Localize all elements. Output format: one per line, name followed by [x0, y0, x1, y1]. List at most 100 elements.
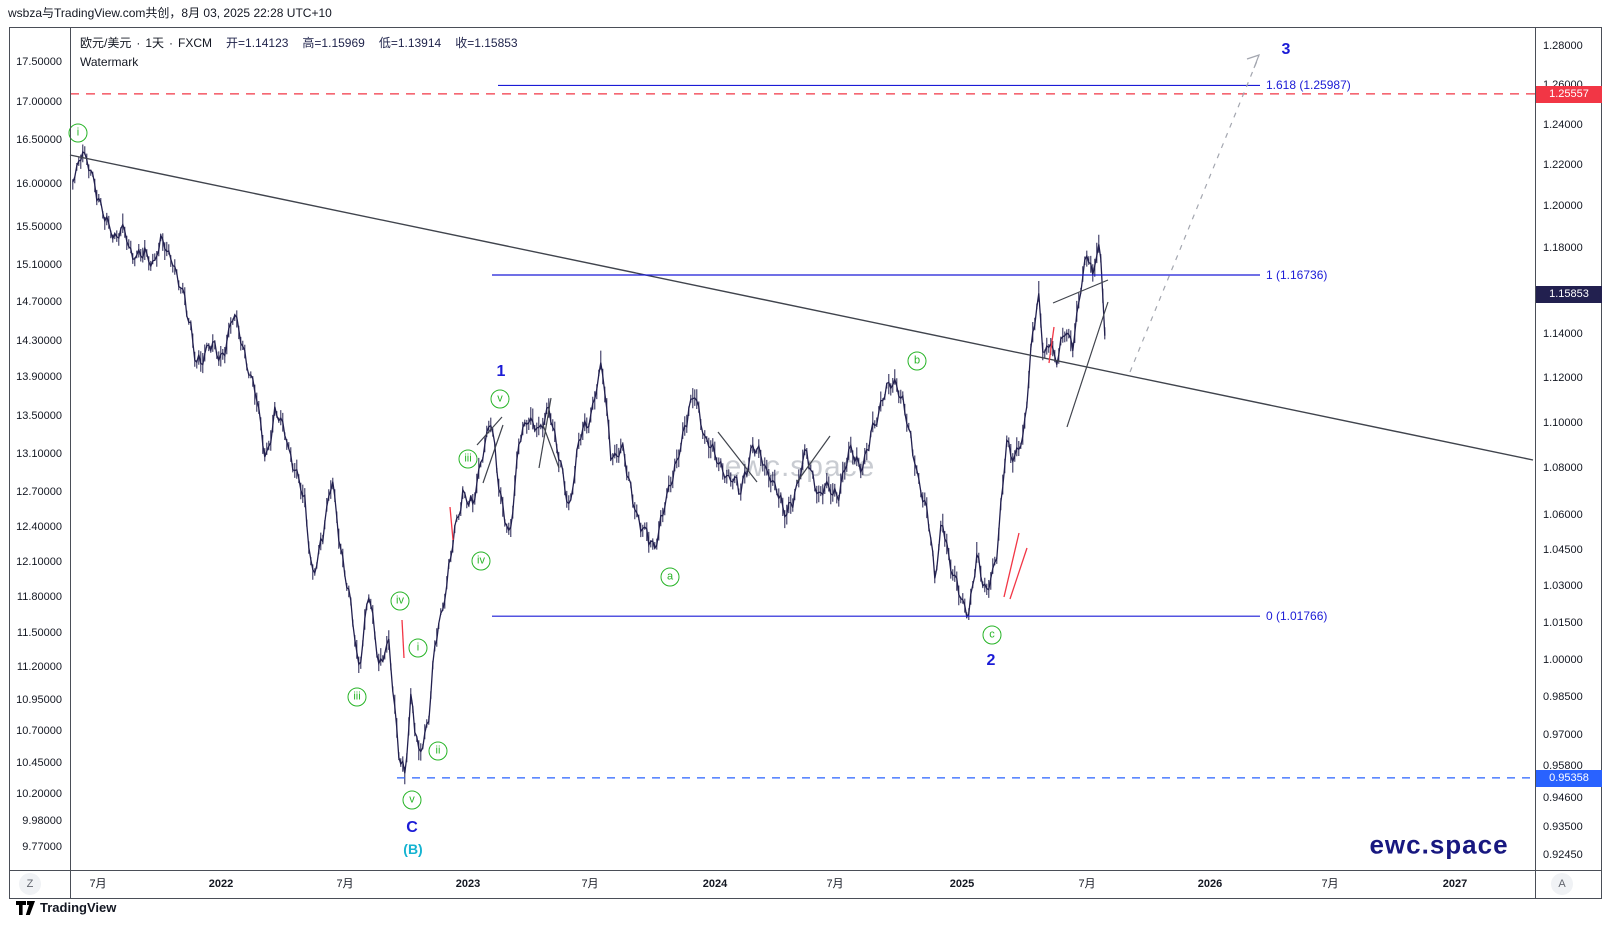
price-badge: 0.95358 — [1536, 769, 1602, 787]
descending-trendline[interactable] — [69, 154, 1534, 461]
frame-line-bottom — [9, 898, 1602, 899]
wave-label-green[interactable]: v — [402, 790, 422, 810]
left-axis-tick: 13.10000 — [16, 448, 62, 460]
time-axis-tick: 2025 — [949, 878, 975, 890]
left-axis-tick: 10.45000 — [16, 757, 62, 769]
watermark-label: Watermark — [80, 55, 139, 69]
time-axis-tick: 7月 — [1321, 878, 1339, 890]
right-axis-tick: 0.97000 — [1543, 729, 1583, 742]
fib-level-label[interactable]: 0 (1.01766) — [1266, 609, 1328, 624]
pattern-line[interactable] — [482, 424, 504, 484]
time-axis[interactable]: 7月 2022 7月 2023 7月 2024 7月 2025 7月 2026 7月 2027 — [0, 871, 1603, 898]
right-axis-tick: 1.01500 — [1543, 616, 1583, 629]
right-axis-tick: 1.20000 — [1543, 200, 1583, 213]
attribution-text: wsbza与TradingView.com共创，8月 03, 2025 22:2… — [8, 6, 332, 20]
time-axis-tick: 7月 — [1078, 878, 1096, 890]
right-axis-tick: 1.08000 — [1543, 462, 1583, 475]
time-axis-tick: 7月 — [336, 878, 354, 890]
time-axis-tick: 2027 — [1442, 878, 1468, 890]
pattern-line-red[interactable] — [401, 619, 405, 659]
left-axis-tick: 14.30000 — [16, 335, 62, 347]
left-axis-tick: 13.90000 — [16, 371, 62, 383]
wave-label-blue[interactable]: C — [406, 819, 418, 836]
right-price-axis[interactable]: 1.280001.260001.240001.220001.200001.180… — [1536, 27, 1603, 870]
left-axis-tick: 17.00000 — [16, 96, 62, 108]
attribution-bar: wsbza与TradingView.com共创，8月 03, 2025 22:2… — [8, 4, 332, 21]
high-value: 高=1.15969 — [302, 36, 365, 50]
pattern-line-red[interactable] — [1048, 326, 1055, 364]
left-axis-tick: 15.10000 — [16, 259, 62, 271]
exchange-name: FXCM — [178, 36, 213, 50]
wave-label-blue[interactable]: 3 — [1281, 41, 1291, 58]
wave-label-green[interactable]: b — [907, 351, 927, 371]
left-axis-tick: 15.50000 — [16, 221, 62, 233]
left-axis-tick: 11.80000 — [16, 591, 62, 603]
right-axis-tick: 1.00000 — [1543, 653, 1583, 666]
left-axis-tick: 10.20000 — [16, 788, 62, 800]
tradingview-wordmark: TradingView — [40, 900, 117, 915]
fib-level-label[interactable]: 1.618 (1.25987) — [1266, 78, 1351, 93]
left-axis-tick: 13.50000 — [16, 410, 62, 422]
left-axis-tick: 12.40000 — [16, 521, 62, 533]
wave-label-green[interactable]: iv — [471, 551, 491, 571]
left-price-axis[interactable]: 17.50000 17.00000 16.50000 16.00000 15.50000… — [0, 27, 70, 870]
tradingview-logo[interactable]: TradingView — [16, 900, 116, 915]
pattern-line-red[interactable] — [1003, 532, 1020, 598]
projection-arrow[interactable] — [1129, 55, 1260, 373]
frame-line-right — [1601, 27, 1602, 899]
time-axis-tick: 7月 — [89, 878, 107, 890]
wave-label-green[interactable]: iii — [347, 687, 367, 707]
wave-label-green[interactable]: c — [982, 625, 1002, 645]
time-axis-tick: 2022 — [208, 878, 234, 890]
wave-label-green[interactable]: iv — [390, 591, 410, 611]
pattern-line[interactable] — [1052, 279, 1109, 304]
timezone-button[interactable]: Z — [19, 873, 41, 895]
right-axis-tick: 0.95800 — [1543, 760, 1583, 773]
right-axis-tick: 0.93500 — [1543, 820, 1583, 833]
fib-level-label[interactable]: 1 (1.16736) — [1266, 268, 1328, 282]
auto-scale-button[interactable]: A — [1551, 873, 1573, 895]
wave-label-green[interactable]: i — [408, 638, 428, 658]
right-axis-tick: 1.28000 — [1543, 40, 1583, 52]
pattern-line[interactable] — [476, 416, 503, 446]
close-value: 收=1.15853 — [455, 36, 518, 50]
pattern-line[interactable] — [538, 397, 552, 469]
right-axis-separator — [1535, 27, 1536, 899]
right-axis-tick: 1.18000 — [1543, 242, 1583, 255]
frame-line-plot-bottom — [9, 870, 1602, 871]
wave-label-green[interactable]: v — [490, 389, 510, 409]
pattern-line-red[interactable] — [1009, 547, 1028, 600]
right-axis-tick: 1.14000 — [1543, 327, 1583, 340]
wave-label-blue[interactable]: 2 — [986, 652, 996, 669]
symbol-legend[interactable]: 欧元/美元 · 1天 · FXCM 开=1.14123 高=1.15969 低=1.13914… — [80, 34, 518, 69]
wave-label-green[interactable]: ii — [428, 741, 448, 761]
left-axis-tick: 12.70000 — [16, 486, 62, 498]
left-axis-tick: 9.77000 — [22, 841, 62, 853]
right-axis-tick: 1.22000 — [1543, 159, 1583, 172]
ewc-space-watermark: ewc.space — [1369, 829, 1509, 860]
pattern-line-red[interactable] — [449, 506, 454, 541]
wave-label-green[interactable]: i — [68, 123, 88, 143]
right-axis-tick: 0.94600 — [1543, 791, 1583, 804]
wave-label-blue[interactable]: 1 — [496, 363, 506, 380]
pattern-line[interactable] — [717, 431, 758, 483]
projection-arrowhead — [1246, 54, 1261, 69]
pattern-line[interactable] — [796, 435, 831, 483]
left-axis-tick: 12.10000 — [16, 556, 62, 568]
time-axis-tick: 2023 — [455, 878, 481, 890]
left-axis-tick: 10.95000 — [16, 694, 62, 706]
wave-label-green[interactable]: iii — [458, 449, 478, 469]
price-series[interactable] — [72, 150, 1106, 774]
left-axis-tick: 16.50000 — [16, 134, 62, 146]
pattern-line[interactable] — [542, 424, 560, 469]
time-axis-tick: 7月 — [826, 878, 844, 890]
right-axis-tick: 1.10000 — [1543, 416, 1583, 429]
pattern-line[interactable] — [1066, 301, 1109, 428]
low-value: 低=1.13914 — [378, 36, 442, 50]
wave-label-cyan[interactable]: (B) — [403, 841, 423, 857]
right-axis-tick: 1.03000 — [1543, 580, 1583, 593]
wave-label-green[interactable]: a — [660, 567, 680, 587]
time-axis-tick: 2026 — [1197, 878, 1223, 890]
time-axis-tick: 7月 — [581, 878, 599, 890]
